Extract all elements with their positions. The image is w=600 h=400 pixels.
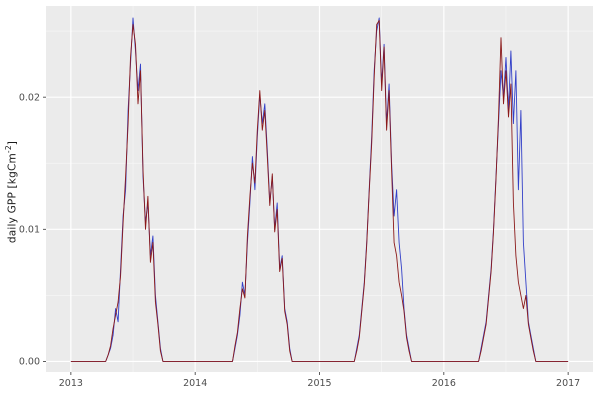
x-axis-tick-label: 2017 — [556, 378, 580, 389]
gpp-series-red-line — [70, 20, 569, 362]
x-axis-tick-label: 2015 — [307, 378, 331, 389]
y-axis-tick-label: 0.02 — [19, 92, 40, 103]
x-axis-tick-label: 2016 — [432, 378, 456, 389]
x-axis-tick-label: 2014 — [183, 378, 207, 389]
y-axis-tick-label: 0.01 — [19, 224, 40, 235]
y-axis-tick-label: 0.00 — [19, 357, 40, 368]
y-axis-title-superscript: -2 — [3, 145, 13, 154]
y-axis-title-text: daily GPP [kgCm — [6, 153, 19, 244]
y-axis-title: daily GPP [kgCm-2] — [4, 141, 19, 243]
x-axis-tick-label: 2013 — [59, 378, 83, 389]
y-axis-title-bracket: ] — [6, 140, 19, 146]
